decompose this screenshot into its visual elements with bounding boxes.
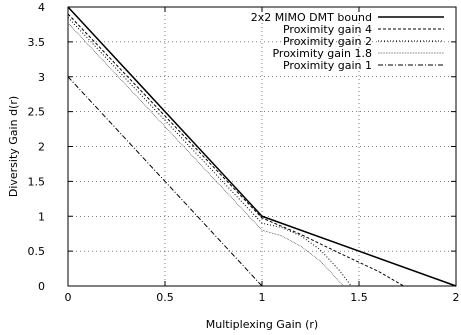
series-line [67, 13, 404, 287]
series-line [67, 17, 352, 287]
series-line [67, 22, 344, 287]
y-tick-label: 0 [38, 280, 45, 293]
legend-label: Proximity gain 1 [283, 59, 372, 72]
tick-marks [67, 6, 457, 287]
x-axis-label: Multiplexing Gain (r) [206, 318, 318, 331]
x-tick-label: 2 [453, 291, 460, 304]
y-tick-label: 0.5 [28, 245, 46, 258]
y-tick-label: 3 [38, 71, 45, 84]
y-axis-label: Diversity Gain d(r) [7, 96, 20, 197]
series-lines [67, 6, 457, 287]
y-tick-label: 1 [38, 210, 45, 223]
plot-frame [67, 6, 457, 287]
series-line [67, 6, 457, 287]
x-tick-labels: 0 0.5 1 1.5 2 [65, 291, 460, 304]
legend-label: Proximity gain 2 [283, 35, 372, 48]
legend-label: Proximity gain 4 [283, 23, 372, 36]
legend-label: Proximity gain 1.8 [272, 47, 372, 60]
x-tick-label: 1 [259, 291, 266, 304]
y-tick-labels: 0 0.5 1 1.5 2 2.5 3 3.5 4 [28, 1, 46, 293]
y-tick-label: 1.5 [28, 175, 46, 188]
legend-label: 2x2 MIMO DMT bound [251, 11, 372, 24]
x-tick-label: 0.5 [156, 291, 174, 304]
grid-lines [68, 7, 456, 286]
series-line [67, 76, 263, 287]
x-tick-label: 1.5 [350, 291, 368, 304]
y-tick-label: 3.5 [28, 36, 46, 49]
y-tick-label: 4 [38, 1, 45, 14]
y-tick-label: 2 [38, 141, 45, 154]
y-tick-label: 2.5 [28, 106, 46, 119]
x-tick-label: 0 [65, 291, 72, 304]
